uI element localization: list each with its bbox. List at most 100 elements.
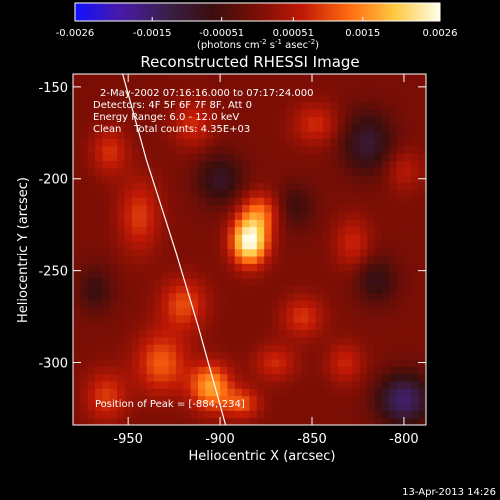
heatmap-cell bbox=[359, 94, 368, 103]
heatmap-cell bbox=[330, 314, 339, 323]
heatmap-cell bbox=[308, 138, 317, 147]
heatmap-cell bbox=[234, 86, 243, 95]
heatmap-cell bbox=[418, 167, 426, 176]
heatmap-cell bbox=[153, 182, 162, 191]
heatmap-cell bbox=[308, 270, 317, 279]
heatmap-cell bbox=[227, 314, 236, 323]
heatmap-cell bbox=[249, 79, 258, 88]
heatmap-cell bbox=[109, 86, 118, 95]
heatmap-cell bbox=[286, 211, 295, 220]
heatmap-cell bbox=[403, 329, 412, 338]
heatmap-cell bbox=[374, 344, 383, 353]
heatmap-cell bbox=[345, 153, 354, 161]
heatmap-cell bbox=[124, 197, 133, 206]
heatmap-cell bbox=[367, 79, 376, 88]
heatmap-cell bbox=[367, 285, 376, 294]
heatmap-cell bbox=[131, 74, 140, 81]
heatmap-cell bbox=[278, 329, 287, 338]
heatmap-cell bbox=[198, 270, 206, 279]
heatmap-cell bbox=[73, 410, 81, 419]
heatmap-cell bbox=[227, 94, 236, 103]
heatmap-cell bbox=[139, 410, 148, 419]
heatmap-cell bbox=[146, 395, 155, 404]
heatmap-cell bbox=[367, 358, 376, 367]
heatmap-cell bbox=[183, 189, 192, 198]
heatmap-cell bbox=[190, 255, 199, 264]
heatmap-cell bbox=[381, 329, 390, 338]
heatmap-cell bbox=[374, 116, 383, 125]
heatmap-cell bbox=[381, 314, 390, 323]
heatmap-cell bbox=[403, 130, 412, 139]
heatmap-cell bbox=[161, 94, 170, 103]
heatmap-cell bbox=[205, 86, 214, 95]
heatmap-cell bbox=[315, 307, 324, 316]
heatmap-cell bbox=[227, 351, 236, 360]
heatmap-cell bbox=[198, 366, 206, 375]
heatmap-cell bbox=[381, 101, 390, 110]
heatmap-cell bbox=[256, 116, 265, 125]
heatmap-cell bbox=[389, 277, 398, 286]
heatmap-cell bbox=[242, 189, 251, 198]
heatmap-cell bbox=[205, 351, 214, 360]
heatmap-cell bbox=[278, 226, 287, 235]
heatmap-cell bbox=[278, 388, 287, 397]
heatmap-cell bbox=[293, 307, 302, 316]
heatmap-cell bbox=[109, 233, 118, 242]
heatmap-cell bbox=[256, 189, 265, 198]
heatmap-cell bbox=[131, 388, 140, 397]
heatmap-cell bbox=[198, 248, 206, 257]
heatmap-cell bbox=[190, 94, 199, 103]
heatmap-cell bbox=[293, 358, 302, 367]
heatmap-cell bbox=[146, 160, 155, 169]
heatmap-cell bbox=[271, 233, 280, 242]
heatmap-cell bbox=[352, 197, 361, 206]
x-tick-label: -800 bbox=[389, 432, 419, 447]
heatmap-cell bbox=[161, 263, 170, 272]
heatmap-cell bbox=[95, 101, 104, 110]
heatmap-cell bbox=[212, 380, 221, 389]
annotation-peak-position: Position of Peak = [-884,-234] bbox=[95, 399, 245, 410]
heatmap-cell bbox=[345, 270, 354, 279]
heatmap-cell bbox=[337, 358, 346, 367]
heatmap-cell bbox=[264, 366, 273, 375]
heatmap-cell bbox=[256, 322, 265, 331]
heatmap-cell bbox=[256, 277, 265, 286]
heatmap-cell bbox=[396, 116, 405, 125]
heatmap-cell bbox=[315, 116, 324, 125]
heatmap-cell bbox=[345, 314, 354, 323]
heatmap-cell bbox=[190, 307, 199, 316]
heatmap-cell bbox=[102, 388, 111, 397]
heatmap-cell bbox=[175, 74, 184, 81]
heatmap-cell bbox=[175, 79, 184, 88]
heatmap-cell bbox=[80, 285, 89, 294]
heatmap-cell bbox=[87, 366, 96, 375]
heatmap-cell bbox=[374, 263, 383, 272]
heatmap-cell bbox=[190, 226, 199, 235]
heatmap-cell bbox=[168, 94, 177, 103]
heatmap-cell bbox=[249, 145, 258, 154]
heatmap-cell bbox=[153, 211, 162, 220]
heatmap-cell bbox=[198, 79, 206, 88]
heatmap-cell bbox=[109, 241, 118, 250]
heatmap-cell bbox=[220, 366, 229, 375]
colorbar-tick-label: -0.0015 bbox=[133, 28, 172, 39]
heatmap-cell bbox=[337, 285, 346, 294]
heatmap-cell bbox=[87, 211, 96, 220]
heatmap-cell bbox=[87, 145, 96, 154]
heatmap-cell bbox=[345, 145, 354, 154]
heatmap-cell bbox=[256, 285, 265, 294]
footer-timestamp: 13-Apr-2013 14:26 bbox=[402, 487, 496, 498]
heatmap-cell bbox=[109, 138, 118, 147]
heatmap-cell bbox=[109, 167, 118, 176]
heatmap-cell bbox=[256, 248, 265, 257]
heatmap-cell bbox=[337, 145, 346, 154]
heatmap-cell bbox=[337, 86, 346, 95]
heatmap-cell bbox=[80, 86, 89, 95]
heatmap-cell bbox=[352, 351, 361, 360]
heatmap-cell bbox=[271, 86, 280, 95]
heatmap-cell bbox=[198, 94, 206, 103]
heatmap-cell bbox=[73, 402, 81, 411]
heatmap-cell bbox=[87, 204, 96, 213]
heatmap-cell bbox=[220, 153, 229, 161]
heatmap-cell bbox=[359, 314, 368, 323]
